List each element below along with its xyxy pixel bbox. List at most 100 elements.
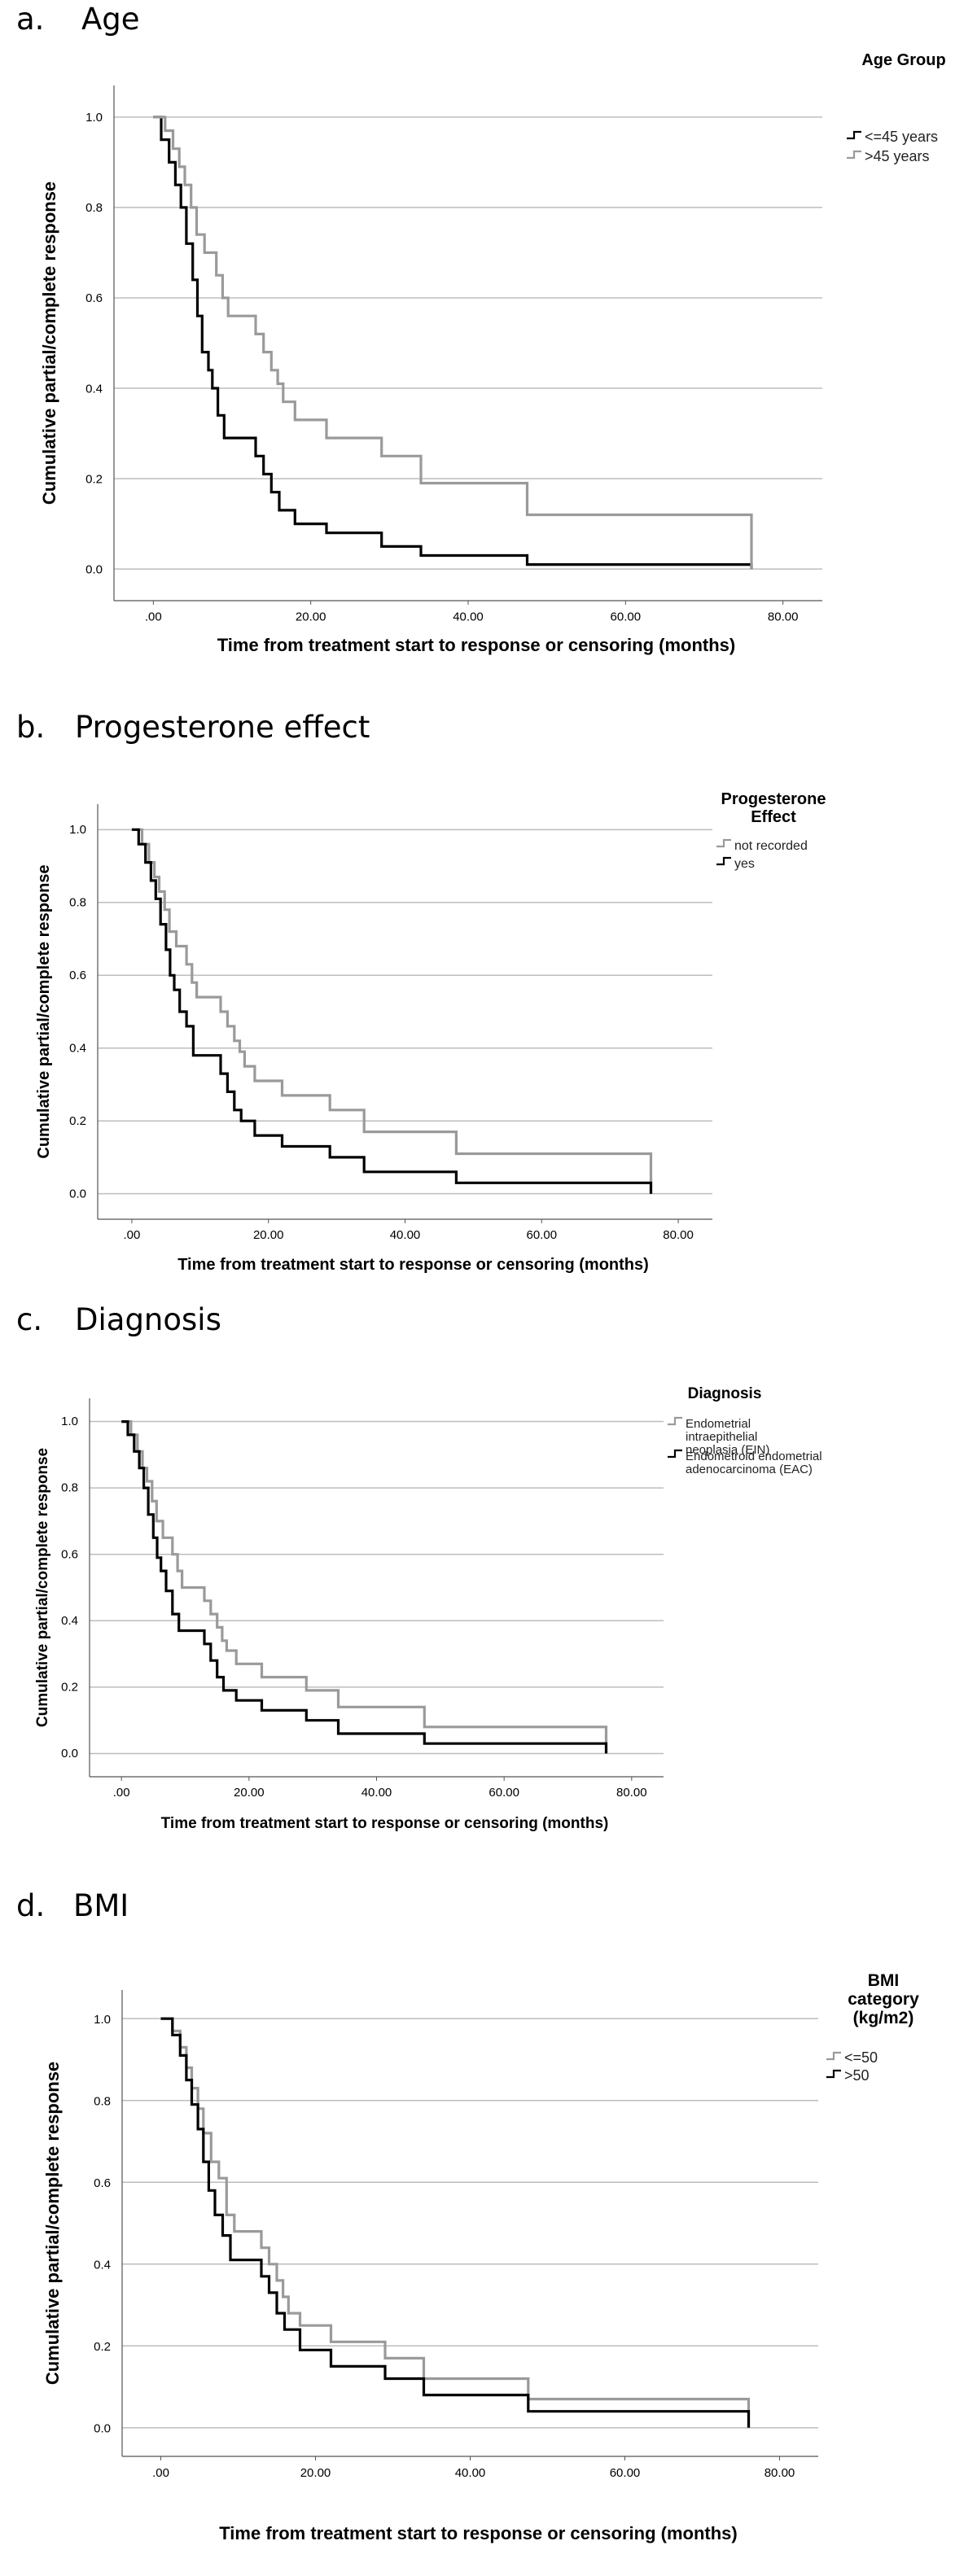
legend-swatch bbox=[716, 856, 731, 866]
panel-letter: d. bbox=[16, 1888, 46, 1923]
chart-panel-bmi: d. BMI 0.0 0.2 0.4 0.6 0.8 1.0 .00 20.00 40.00 60… bbox=[0, 1888, 977, 2576]
y-tick-label: 0.0 bbox=[94, 2421, 111, 2435]
y-tick-label: 0.8 bbox=[85, 201, 103, 215]
series-line-1 bbox=[160, 2017, 751, 2428]
y-axis-label: Cumulative partial/complete response bbox=[34, 1448, 51, 1727]
km-chart-age: 0.0 0.2 0.4 0.6 0.8 1.0 .00 20.00 40.00 60.00 80.0… bbox=[39, 51, 946, 655]
x-tick-label: .00 bbox=[152, 2466, 169, 2480]
legend-swatch bbox=[847, 130, 861, 140]
x-tick-label: 40.00 bbox=[453, 610, 484, 624]
y-axis-label: Cumulative partial/complete response bbox=[42, 2062, 63, 2385]
legend-label: not recorded bbox=[734, 839, 808, 853]
y-tick-label: 0.8 bbox=[94, 2094, 111, 2108]
km-chart-diagnosis: 0.0 0.2 0.4 0.6 0.8 1.0 .00 20.00 40.00 60.00 80.0… bbox=[34, 1385, 822, 1832]
km-chart-bmi: 0.0 0.2 0.4 0.6 0.8 1.0 .00 20.00 40.00 60.00 80.0… bbox=[42, 1971, 919, 2543]
legend-swatch bbox=[668, 1449, 682, 1459]
legend-label: yes bbox=[734, 857, 755, 871]
y-tick-label: 0.6 bbox=[61, 1547, 78, 1561]
x-axis-label: Time from treatment start to response or… bbox=[161, 1815, 609, 1832]
panel-letter: a. bbox=[16, 2, 45, 37]
y-tick-label: 0.2 bbox=[61, 1680, 78, 1694]
y-axis-label: Cumulative partial/complete response bbox=[39, 182, 59, 505]
y-tick-label: 1.0 bbox=[94, 2013, 111, 2027]
series-line-1 bbox=[121, 1420, 608, 1754]
x-tick-label: 20.00 bbox=[300, 2466, 331, 2480]
y-tick-label: 0.0 bbox=[69, 1187, 86, 1201]
chart-panel-progesterone: b. Progesterone effect 0.0 0.2 0.4 0.6 0.8 1.… bbox=[0, 700, 977, 1319]
chart-panel-diagnosis: c. Diagnosis 0.0 0.2 0.4 0.6 0.8 1.0 .00 20.00 4… bbox=[0, 1302, 977, 1872]
y-tick-label: 0.4 bbox=[94, 2258, 111, 2272]
y-tick-label: 1.0 bbox=[85, 111, 103, 125]
x-tick-label: 60.00 bbox=[527, 1228, 558, 1242]
panel-letter: b. bbox=[16, 710, 46, 745]
series-line-1 bbox=[153, 116, 753, 570]
panel-title: Progesterone effect bbox=[75, 710, 370, 745]
x-axis-label: Time from treatment start to response or… bbox=[219, 2523, 737, 2543]
series-line-2 bbox=[153, 116, 753, 570]
y-tick-label: 0.6 bbox=[85, 291, 103, 305]
legend-label: >50 bbox=[844, 2067, 870, 2084]
x-tick-label: 60.00 bbox=[488, 1786, 519, 1800]
panel-title: Diagnosis bbox=[75, 1302, 221, 1337]
chart-panel-age: a. Age 0.0 0.2 0.4 0.6 0.8 1.0 .00 20.00 40.00 60… bbox=[0, 0, 977, 667]
x-tick-label: 20.00 bbox=[253, 1228, 284, 1242]
legend-label: adenocarcinoma (EAC) bbox=[686, 1463, 813, 1476]
legend-label: neoplasia (EIN) bbox=[686, 1443, 769, 1457]
legend-label: intraepithelial bbox=[686, 1430, 757, 1444]
x-tick-label: .00 bbox=[124, 1228, 141, 1242]
y-tick-label: 0.4 bbox=[69, 1042, 86, 1056]
legend-label: Endometrial bbox=[686, 1417, 751, 1431]
y-tick-label: 0.2 bbox=[94, 2340, 111, 2354]
legend-swatch bbox=[716, 838, 731, 848]
x-tick-label: 40.00 bbox=[390, 1228, 421, 1242]
legend-title: Diagnosis bbox=[688, 1385, 762, 1402]
panel-title: Age bbox=[81, 2, 140, 37]
x-tick-label: 60.00 bbox=[610, 2466, 641, 2480]
series-line-1 bbox=[131, 828, 653, 1194]
x-tick-label: 60.00 bbox=[611, 610, 642, 624]
y-tick-label: 0.8 bbox=[69, 896, 86, 910]
legend-title: BMI bbox=[868, 1971, 900, 1990]
legend-swatch bbox=[668, 1416, 682, 1426]
legend-swatch bbox=[826, 2069, 841, 2079]
x-axis-label: Time from treatment start to response or… bbox=[217, 635, 735, 655]
series-line-2 bbox=[131, 828, 653, 1194]
y-tick-label: 0.6 bbox=[69, 969, 86, 982]
series-line-2 bbox=[121, 1420, 608, 1754]
panel-title: BMI bbox=[73, 1888, 129, 1923]
x-tick-label: 40.00 bbox=[361, 1786, 392, 1800]
y-tick-label: 0.2 bbox=[85, 472, 103, 486]
legend-swatch bbox=[847, 150, 861, 160]
y-tick-label: 0.0 bbox=[85, 562, 103, 576]
series-line-2 bbox=[160, 2017, 751, 2428]
y-tick-label: 0.0 bbox=[61, 1747, 78, 1760]
legend-label: <=50 bbox=[844, 2049, 878, 2066]
legend-title: Age Group bbox=[861, 51, 945, 69]
x-tick-label: 20.00 bbox=[296, 610, 326, 624]
x-tick-label: 80.00 bbox=[768, 610, 799, 624]
km-chart-progesterone: 0.0 0.2 0.4 0.6 0.8 1.0 .00 20.00 40.00 60.00 80.0… bbox=[35, 790, 826, 1274]
y-tick-label: 0.8 bbox=[61, 1481, 78, 1495]
legend-swatch bbox=[826, 2051, 841, 2061]
legend-title: (kg/m2) bbox=[853, 2009, 914, 2027]
x-tick-label: .00 bbox=[113, 1786, 130, 1800]
y-tick-label: 0.6 bbox=[94, 2176, 111, 2190]
x-tick-label: 40.00 bbox=[455, 2466, 486, 2480]
panel-letter: c. bbox=[16, 1302, 43, 1337]
x-tick-label: .00 bbox=[145, 610, 162, 624]
y-axis-label: Cumulative partial/complete response bbox=[35, 864, 53, 1158]
y-tick-label: 0.4 bbox=[85, 382, 103, 396]
x-tick-label: 20.00 bbox=[234, 1786, 265, 1800]
y-tick-label: 0.2 bbox=[69, 1114, 86, 1128]
y-tick-label: 1.0 bbox=[69, 823, 86, 837]
legend-label: Endometroid endometrial bbox=[686, 1450, 822, 1463]
y-tick-label: 1.0 bbox=[61, 1415, 78, 1428]
legend-title: Effect bbox=[751, 808, 796, 826]
legend-title: category bbox=[848, 1990, 919, 2009]
x-tick-label: 80.00 bbox=[616, 1786, 647, 1800]
x-axis-label: Time from treatment start to response or… bbox=[177, 1256, 649, 1274]
legend-title: Progesterone bbox=[721, 790, 826, 808]
y-tick-label: 0.4 bbox=[61, 1614, 78, 1628]
legend-label: <=45 years bbox=[865, 129, 938, 145]
legend-label: >45 years bbox=[865, 148, 930, 164]
